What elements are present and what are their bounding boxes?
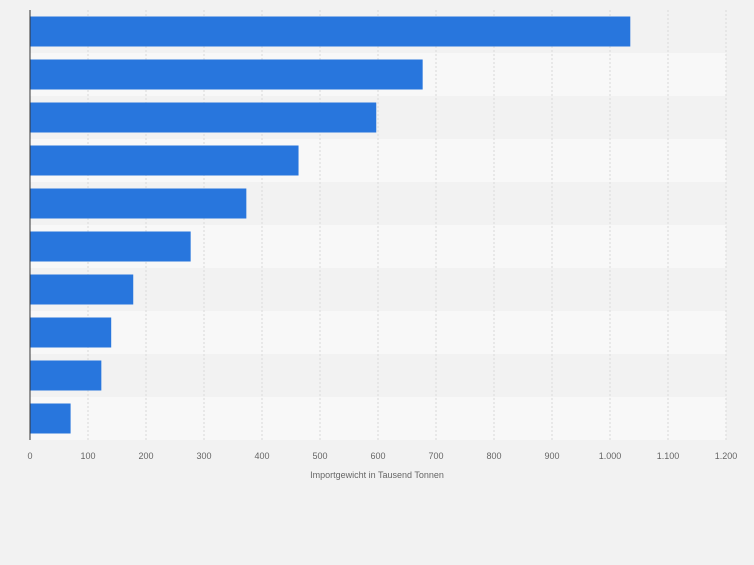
bar[interactable]: [30, 360, 102, 391]
bar[interactable]: [30, 102, 377, 133]
bar[interactable]: [30, 188, 247, 219]
bars: [30, 16, 631, 434]
bar[interactable]: [30, 403, 71, 434]
bar[interactable]: [30, 59, 423, 90]
x-tick-label: 600: [370, 451, 385, 461]
x-tick-label: 1.200: [715, 451, 738, 461]
x-tick-label: 300: [196, 451, 211, 461]
x-tick-label: 1.100: [657, 451, 680, 461]
x-tick-label: 100: [80, 451, 95, 461]
x-tick-label: 800: [486, 451, 501, 461]
x-tick-label: 700: [428, 451, 443, 461]
x-axis-title: Importgewicht in Tausend Tonnen: [310, 470, 444, 480]
x-tick-label: 1.000: [599, 451, 622, 461]
bar[interactable]: [30, 317, 112, 348]
bar[interactable]: [30, 16, 631, 47]
bar[interactable]: [30, 231, 191, 262]
bar[interactable]: [30, 145, 299, 176]
x-tick-label: 900: [544, 451, 559, 461]
x-tick-label: 0: [27, 451, 32, 461]
x-tick-label: 400: [254, 451, 269, 461]
bar[interactable]: [30, 274, 134, 305]
x-tick-label: 200: [138, 451, 153, 461]
x-tick-label: 500: [312, 451, 327, 461]
x-tick-labels: 0 100 200 300 400 500 600 700 800 900 1.000 1.100 1.…: [27, 451, 737, 461]
